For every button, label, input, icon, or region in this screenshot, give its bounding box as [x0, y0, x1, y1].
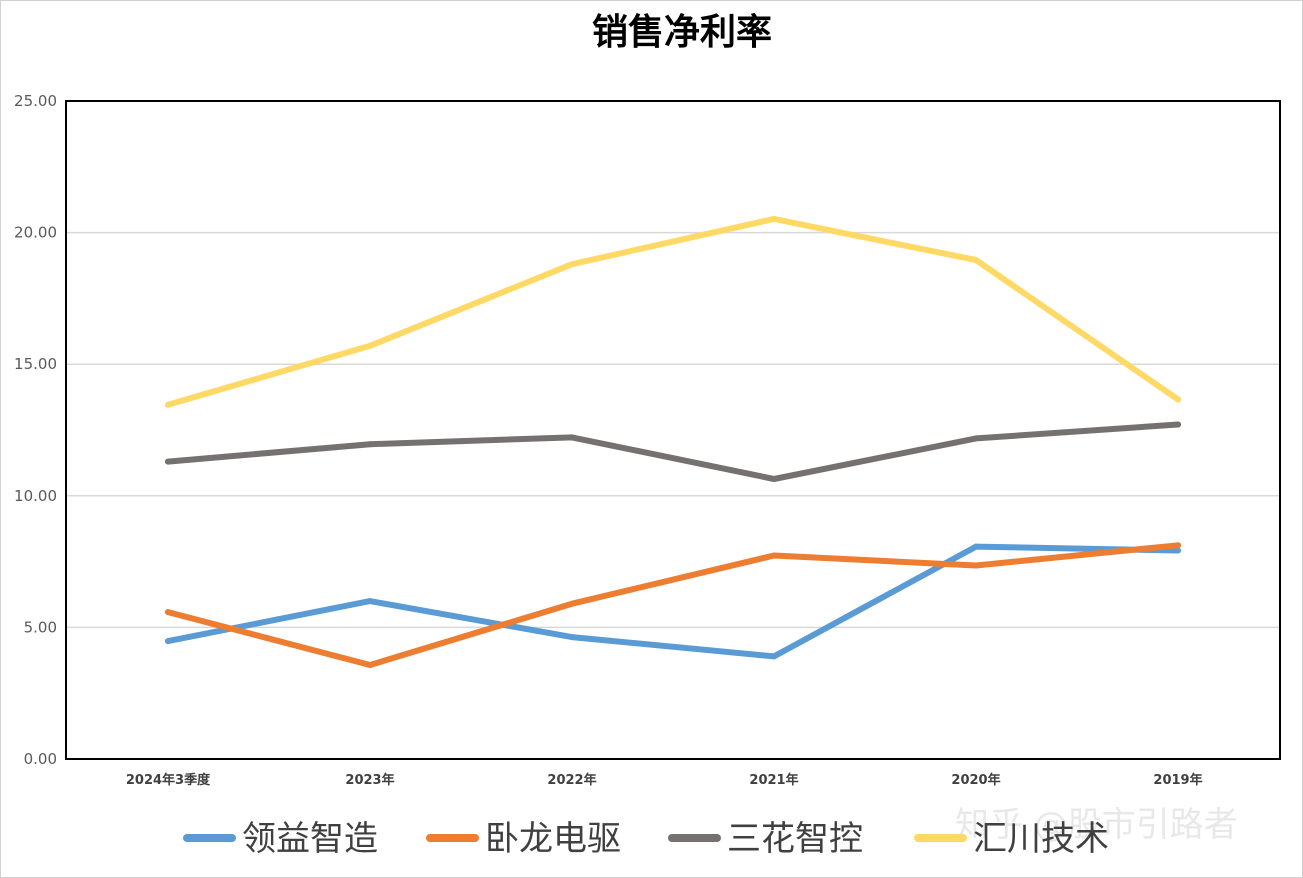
legend-label: 领益智造 [242, 819, 378, 859]
legend: 领益智造 卧龙电驱 三花智控 汇川技术 [183, 819, 1109, 859]
legend-label: 三花智控 [727, 819, 863, 859]
y-axis-ticks: 0.00 5.00 10.00 15.00 20.00 25.00 [14, 92, 57, 768]
data-point [569, 261, 575, 268]
y-tick-label: 25.00 [14, 92, 57, 110]
data-point [1175, 396, 1181, 403]
data-point [367, 598, 373, 605]
gridlines [66, 231, 1280, 629]
plot-area-border [65, 100, 1281, 760]
x-tick-label: 2020年 [951, 772, 1000, 788]
watermark: 知乎 @股市引路者 [955, 805, 1238, 845]
chart-title: 销售净利率 [592, 11, 772, 53]
x-tick-label: 2024年3季度 [126, 772, 211, 788]
data-point [367, 342, 373, 349]
series-lines [165, 215, 1181, 668]
data-point [165, 401, 171, 408]
data-point [771, 215, 777, 222]
data-point [771, 476, 777, 482]
data-point [367, 662, 373, 668]
data-point [771, 552, 777, 559]
data-point [1175, 547, 1181, 554]
data-point [165, 458, 171, 465]
y-tick-label: 20.00 [14, 224, 57, 242]
data-point [973, 562, 979, 569]
data-point [1175, 421, 1181, 428]
data-point [1175, 542, 1181, 549]
data-point [973, 435, 979, 442]
x-tick-label: 2023年 [345, 772, 394, 788]
y-tick-label: 15.00 [14, 355, 57, 373]
data-point [973, 257, 979, 263]
data-point [165, 638, 171, 645]
y-tick-label: 5.00 [24, 618, 57, 636]
data-point [771, 653, 777, 660]
data-point [165, 609, 171, 616]
x-tick-label: 2019年 [1153, 772, 1202, 788]
x-axis-ticks: 2024年3季度 2023年 2022年 2021年 2020年 2019年 [126, 772, 1203, 788]
legend-label: 汇川技术 [973, 819, 1109, 859]
y-tick-label: 10.00 [14, 487, 57, 505]
data-point [569, 434, 575, 441]
data-point [569, 600, 575, 607]
data-point [973, 543, 979, 550]
series-line-2 [165, 542, 1181, 668]
data-point [367, 441, 373, 448]
series-line-1 [165, 543, 1181, 660]
y-tick-label: 0.00 [24, 750, 57, 768]
series-line-3 [165, 421, 1181, 482]
x-tick-label: 2021年 [749, 772, 798, 788]
x-tick-label: 2022年 [547, 772, 596, 788]
legend-label: 卧龙电驱 [485, 819, 621, 859]
data-point [569, 634, 575, 641]
series-line-4 [165, 215, 1181, 408]
